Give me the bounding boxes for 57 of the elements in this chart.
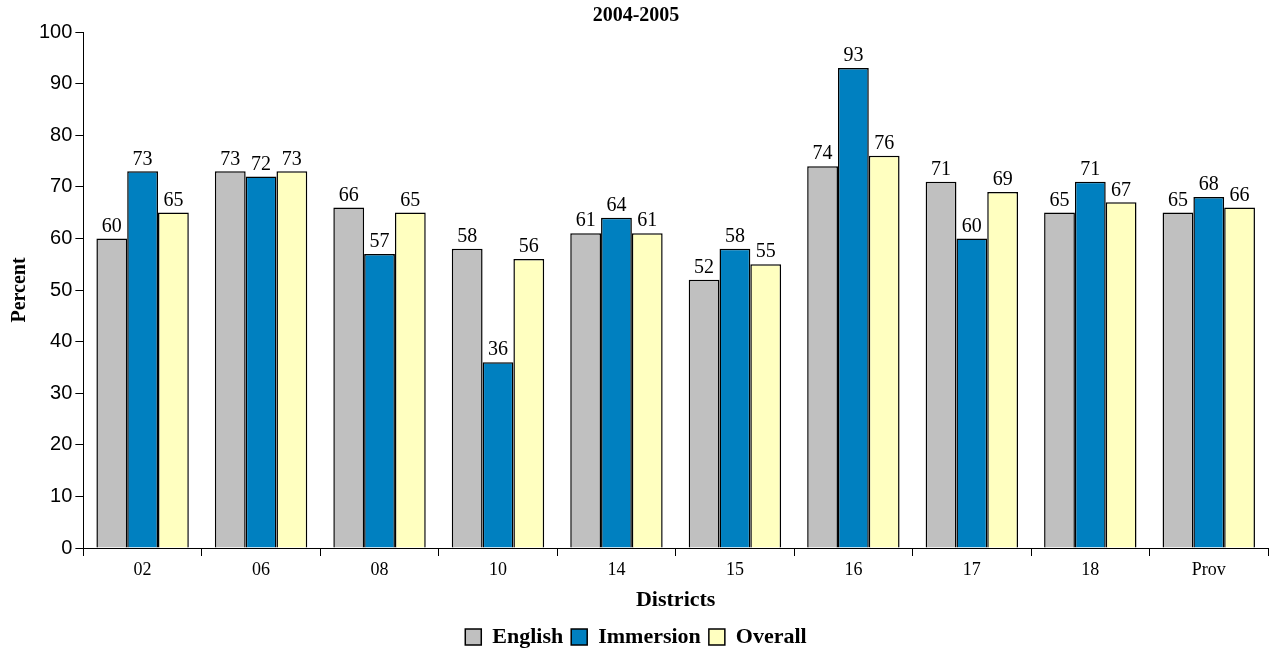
x-tick-label: 10 (488, 558, 507, 579)
x-tick-label: 08 (370, 558, 389, 579)
y-tick-label: 70 (50, 174, 73, 197)
legend-label: Overall (735, 622, 807, 648)
data-label: 36 (487, 337, 508, 360)
data-label: 71 (931, 156, 952, 179)
y-tick-label: 30 (50, 380, 73, 403)
x-tick-label: 16 (844, 558, 863, 579)
y-tick-label: 20 (50, 432, 73, 455)
data-label: 71 (1080, 156, 1101, 179)
y-tick-label: 100 (38, 19, 73, 42)
data-label: 60 (961, 213, 982, 236)
chart-title: 2004-2005 (592, 3, 680, 26)
data-label: 55 (755, 239, 776, 262)
data-label: 65 (400, 187, 421, 210)
x-tick-label: 15 (725, 558, 744, 579)
x-tick-label: 18 (1081, 558, 1100, 579)
y-tick-label: 10 (50, 483, 73, 506)
data-label: 73 (132, 146, 153, 169)
data-label: 52 (694, 254, 715, 277)
y-tick-label: 40 (50, 329, 73, 352)
legend-label: English (492, 622, 564, 648)
x-tick-label: 17 (962, 558, 981, 579)
x-tick-label: 14 (607, 558, 626, 579)
y-axis-title: Percent (7, 257, 30, 323)
y-tick-label: 90 (50, 71, 73, 94)
data-label: 65 (1167, 187, 1188, 210)
x-tick-label: 06 (252, 558, 271, 579)
data-label: 57 (369, 229, 390, 252)
y-tick-label: 50 (50, 277, 73, 300)
data-label: 73 (281, 146, 302, 169)
data-label: 72 (251, 151, 272, 174)
x-tick-label: 02 (133, 558, 152, 579)
data-label: 58 (457, 223, 478, 246)
data-label: 74 (812, 141, 833, 164)
data-label: 76 (874, 131, 895, 154)
data-label: 65 (1049, 187, 1070, 210)
data-label: 61 (575, 208, 596, 231)
data-label: 68 (1198, 172, 1219, 195)
data-label: 61 (637, 208, 658, 231)
data-label: 65 (163, 187, 184, 210)
data-label: 64 (606, 193, 627, 216)
data-label: 58 (724, 223, 745, 246)
data-label: 66 (1229, 182, 1250, 205)
y-tick-label: 0 (61, 535, 73, 558)
data-label: 73 (220, 146, 241, 169)
data-label: 69 (992, 167, 1013, 190)
data-label: 60 (101, 213, 122, 236)
x-tick-label: Prov (1191, 558, 1226, 579)
y-tick-label: 80 (50, 122, 73, 145)
x-axis-title: Districts (635, 586, 716, 612)
legend-label: Immersion (598, 622, 701, 648)
data-label: 67 (1111, 177, 1132, 200)
data-label: 93 (843, 43, 864, 66)
y-tick-label: 60 (50, 225, 73, 248)
data-label: 56 (518, 234, 539, 257)
data-label: 66 (338, 182, 359, 205)
